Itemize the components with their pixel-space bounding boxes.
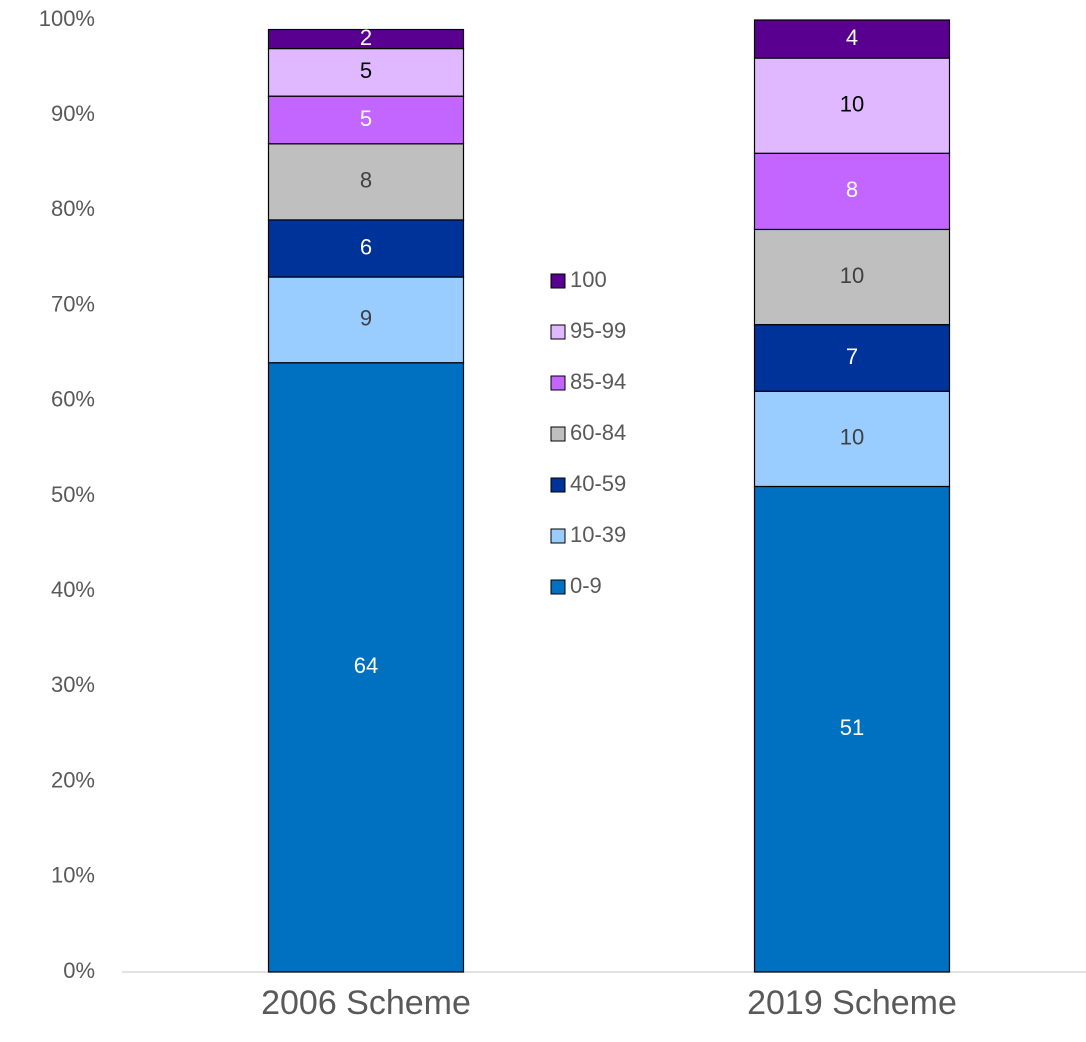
x-tick-label: 2019 Scheme: [747, 984, 957, 1022]
y-tick-label: 60%: [51, 387, 95, 412]
data-label: 4: [846, 25, 858, 50]
legend-label: 0-9: [570, 573, 602, 598]
bar-segment: [753, 152, 951, 231]
y-tick-label: 80%: [51, 196, 95, 221]
y-tick-label: 0%: [63, 958, 95, 983]
data-label: 10: [840, 263, 864, 288]
bar-segment: [753, 390, 951, 488]
y-tick-label: 50%: [51, 482, 95, 507]
legend-label: 85-94: [570, 369, 626, 394]
data-label: 6: [360, 234, 372, 259]
bar-segment: [267, 95, 465, 145]
bar-segment: [267, 362, 465, 973]
data-label: 64: [354, 653, 378, 678]
legend-swatch: [550, 528, 566, 544]
bar-segment: [753, 19, 951, 59]
legend-swatch: [550, 477, 566, 493]
y-tick-label: 30%: [51, 672, 95, 697]
data-label: 5: [360, 58, 372, 83]
y-tick-label: 100%: [39, 6, 95, 31]
legend-swatch: [550, 426, 566, 442]
bar-segment: [267, 276, 465, 364]
data-label: 10: [840, 425, 864, 450]
x-tick-label: 2006 Scheme: [261, 984, 471, 1022]
y-tick-label: 40%: [51, 577, 95, 602]
legend-swatch: [550, 579, 566, 595]
y-tick-label: 90%: [51, 101, 95, 126]
legend-label: 10-39: [570, 522, 626, 547]
y-tick-label: 10%: [51, 863, 95, 888]
legend-label: 95-99: [570, 318, 626, 343]
data-label: 51: [840, 715, 864, 740]
bar-segment: [267, 47, 465, 97]
y-tick-label: 70%: [51, 291, 95, 316]
data-label: 2: [360, 25, 372, 50]
data-label: 8: [846, 177, 858, 202]
y-tick-label: 20%: [51, 767, 95, 792]
data-label: 10: [840, 91, 864, 116]
bar-segment: [267, 143, 465, 221]
data-label: 9: [360, 306, 372, 331]
data-label: 7: [846, 344, 858, 369]
data-label: 8: [360, 168, 372, 193]
legend-label: 40-59: [570, 471, 626, 496]
legend-swatch: [550, 324, 566, 340]
bar-segment: [267, 28, 465, 50]
bar-segment: [753, 57, 951, 154]
bar-segment: [753, 485, 951, 973]
legend-label: 60-84: [570, 420, 626, 445]
legend-label: 100: [570, 267, 607, 292]
bar-segment: [753, 324, 951, 392]
legend-swatch: [550, 273, 566, 289]
legend-swatch: [550, 375, 566, 391]
data-label: 5: [360, 106, 372, 131]
